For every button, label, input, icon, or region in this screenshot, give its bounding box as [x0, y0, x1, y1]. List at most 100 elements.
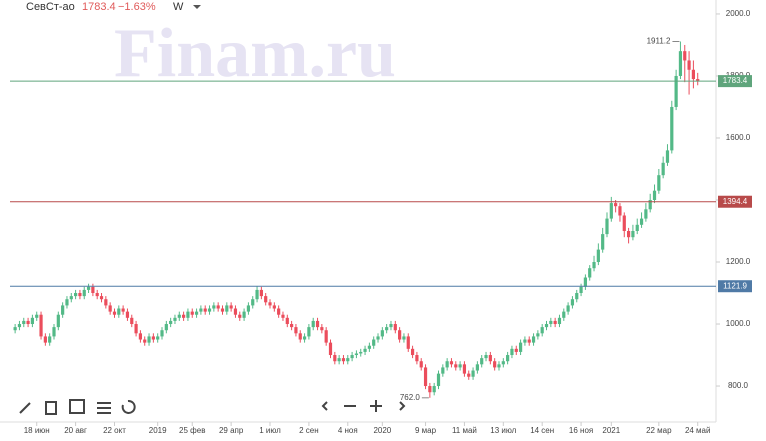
settings-icon[interactable]	[97, 402, 111, 414]
candle-body	[225, 305, 229, 312]
interval[interactable]: W	[173, 1, 184, 13]
level-badge	[718, 280, 752, 293]
candle-body	[246, 305, 251, 312]
candle-body	[229, 305, 233, 309]
candle-body	[69, 296, 73, 300]
candle-body	[13, 327, 17, 331]
x-tick-label: 20 авг	[64, 426, 87, 435]
candle-body	[462, 364, 467, 374]
candle-body	[506, 355, 510, 362]
candle-body	[449, 361, 454, 365]
candle-body	[277, 308, 281, 315]
y-tick-label: 800.0	[728, 381, 749, 390]
candle-body	[311, 320, 315, 328]
candle-body	[346, 358, 350, 362]
x-tick-label: 24 май	[685, 426, 711, 435]
candle-body	[497, 364, 501, 368]
candle-body	[687, 60, 691, 70]
candle-body	[570, 299, 575, 306]
candle-body	[588, 268, 592, 278]
x-tick-label: 2020	[373, 426, 391, 435]
level-label: 1121.9	[723, 281, 747, 290]
annotation-label: 762.0	[400, 393, 421, 402]
ticker: СевСт-ао	[26, 1, 75, 13]
add-icon[interactable]	[69, 399, 85, 414]
candle-body	[151, 336, 155, 340]
candle-body	[363, 348, 367, 352]
candle-body	[354, 353, 359, 356]
level-label: 1394.4	[723, 197, 748, 206]
candle-body	[562, 311, 566, 318]
candle-body	[164, 324, 168, 331]
candle-body	[251, 299, 255, 306]
undo-icon[interactable]	[121, 399, 136, 414]
annotation-label: 1911.2	[647, 37, 671, 46]
candle-body	[575, 293, 579, 300]
candle-body	[86, 286, 91, 290]
candle-body	[203, 308, 207, 312]
candle-body	[315, 320, 320, 328]
candle-body	[333, 355, 337, 362]
x-tick-label: 14 сен	[530, 426, 554, 435]
candle-body	[674, 75, 678, 107]
candle-body	[117, 308, 121, 315]
candle-body	[121, 308, 125, 312]
candle-body	[471, 370, 475, 377]
price: 1783.4	[82, 1, 116, 13]
candle-body	[307, 327, 311, 337]
candle-body	[635, 224, 639, 231]
candle-body	[30, 317, 35, 325]
candle-body	[147, 336, 151, 343]
candle-body	[648, 199, 652, 210]
candle-body	[441, 367, 445, 374]
candle-body	[579, 286, 583, 294]
y-tick-label: 1200.0	[726, 257, 751, 266]
y-tick-label: 1600.0	[726, 133, 751, 142]
candle-body	[523, 339, 527, 343]
candle-body	[393, 324, 397, 331]
candle-body	[74, 293, 78, 297]
candle-body	[432, 386, 436, 393]
candle-body	[290, 324, 294, 328]
candle-body	[531, 336, 536, 343]
candle-body	[112, 311, 117, 315]
candle-body	[385, 327, 389, 331]
candle-body	[264, 296, 268, 303]
candle-body	[410, 348, 415, 356]
candle-body	[372, 339, 376, 346]
scroll-left[interactable]	[321, 401, 328, 411]
candle-body	[125, 311, 130, 318]
candle-body	[233, 308, 238, 315]
candle-body	[337, 358, 341, 362]
list-icon[interactable]	[45, 401, 57, 415]
candle-body	[419, 361, 423, 368]
candle-body	[592, 262, 596, 269]
candle-body	[557, 317, 562, 325]
candle-body	[143, 339, 147, 343]
candle-body	[156, 336, 160, 340]
brush-icon[interactable]	[19, 402, 31, 414]
level-badge	[718, 195, 752, 208]
interval-dropdown[interactable]	[193, 5, 201, 9]
candle-body	[631, 230, 635, 238]
candle-body	[423, 367, 428, 387]
zoom-in[interactable]	[370, 400, 382, 412]
candle-body	[553, 320, 557, 325]
candle-body	[91, 286, 95, 294]
candle-body	[406, 336, 410, 349]
candle-body	[238, 314, 242, 318]
candle-body	[78, 293, 82, 297]
candle-body	[475, 364, 479, 371]
change: −1.63%	[118, 1, 156, 13]
candle-body	[683, 51, 687, 61]
candle-body	[272, 305, 276, 309]
x-tick-label: 25 фев	[179, 426, 205, 435]
y-tick-label: 1000.0	[726, 319, 751, 328]
candle-body	[359, 351, 363, 354]
scroll-right[interactable]	[399, 401, 406, 411]
candle-body	[186, 311, 190, 318]
x-tick-label: 1 июл	[259, 426, 281, 435]
candle-body	[566, 305, 570, 312]
candle-body	[190, 311, 194, 315]
